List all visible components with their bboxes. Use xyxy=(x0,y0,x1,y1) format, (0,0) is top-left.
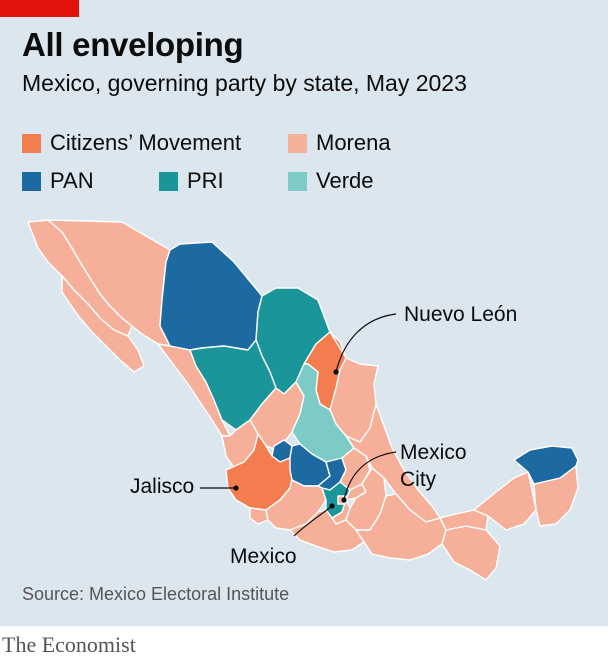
brand-red-tag xyxy=(0,0,79,17)
label-mexico-city-line1: Mexico xyxy=(400,441,467,464)
legend-swatch xyxy=(288,133,307,153)
legend-item-pan: PAN xyxy=(22,168,94,193)
callout-dot-nuevo-leon xyxy=(333,369,339,375)
callout-dot-jalisco xyxy=(233,485,239,491)
legend-item-verde: Verde xyxy=(288,168,374,193)
legend-label: PRI xyxy=(187,168,224,193)
label-mexico-city-line2: City xyxy=(400,468,437,491)
legend-item-morena: Morena xyxy=(288,130,391,155)
legend-item-pri: PRI xyxy=(159,168,224,193)
chart-title: All enveloping xyxy=(22,26,244,63)
state-campeche xyxy=(473,471,537,531)
callout-dot-mexico-city xyxy=(341,497,347,503)
label-nuevo-leon: Nuevo León xyxy=(404,303,518,326)
state-colima xyxy=(249,507,269,525)
state-tabasco xyxy=(439,509,489,531)
legend-label: Morena xyxy=(316,130,391,155)
legend-item-citizens-movement: Citizens’ Movement xyxy=(22,130,242,155)
state-guerrero xyxy=(289,509,365,553)
source-note: Source: Mexico Electoral Institute xyxy=(22,584,290,604)
label-mexico: Mexico xyxy=(230,545,297,568)
chart-subtitle: Mexico, governing party by state, May 20… xyxy=(22,70,467,96)
callout-line-mexico-city xyxy=(343,451,397,501)
legend-label: Citizens’ Movement xyxy=(50,130,242,155)
legend-swatch xyxy=(159,171,178,191)
state-yucatan xyxy=(513,445,579,485)
state-chihuahua xyxy=(159,241,263,351)
legend-swatch xyxy=(22,133,41,153)
state-chiapas xyxy=(441,525,501,581)
legend-label: PAN xyxy=(50,168,94,193)
legend-label: Verde xyxy=(316,168,374,193)
callout-line-mexico xyxy=(293,505,333,537)
callout-dot-mexico xyxy=(329,503,335,509)
mexico-map xyxy=(27,219,579,581)
label-jalisco: Jalisco xyxy=(130,475,195,498)
legend-swatch xyxy=(22,171,41,191)
state-veracruz xyxy=(345,403,441,523)
state-baja-california-sur xyxy=(61,275,145,373)
callout-line-nuevo-leon xyxy=(335,313,397,373)
legend-swatch xyxy=(288,171,307,191)
brand-logo: The Economist xyxy=(2,632,136,657)
